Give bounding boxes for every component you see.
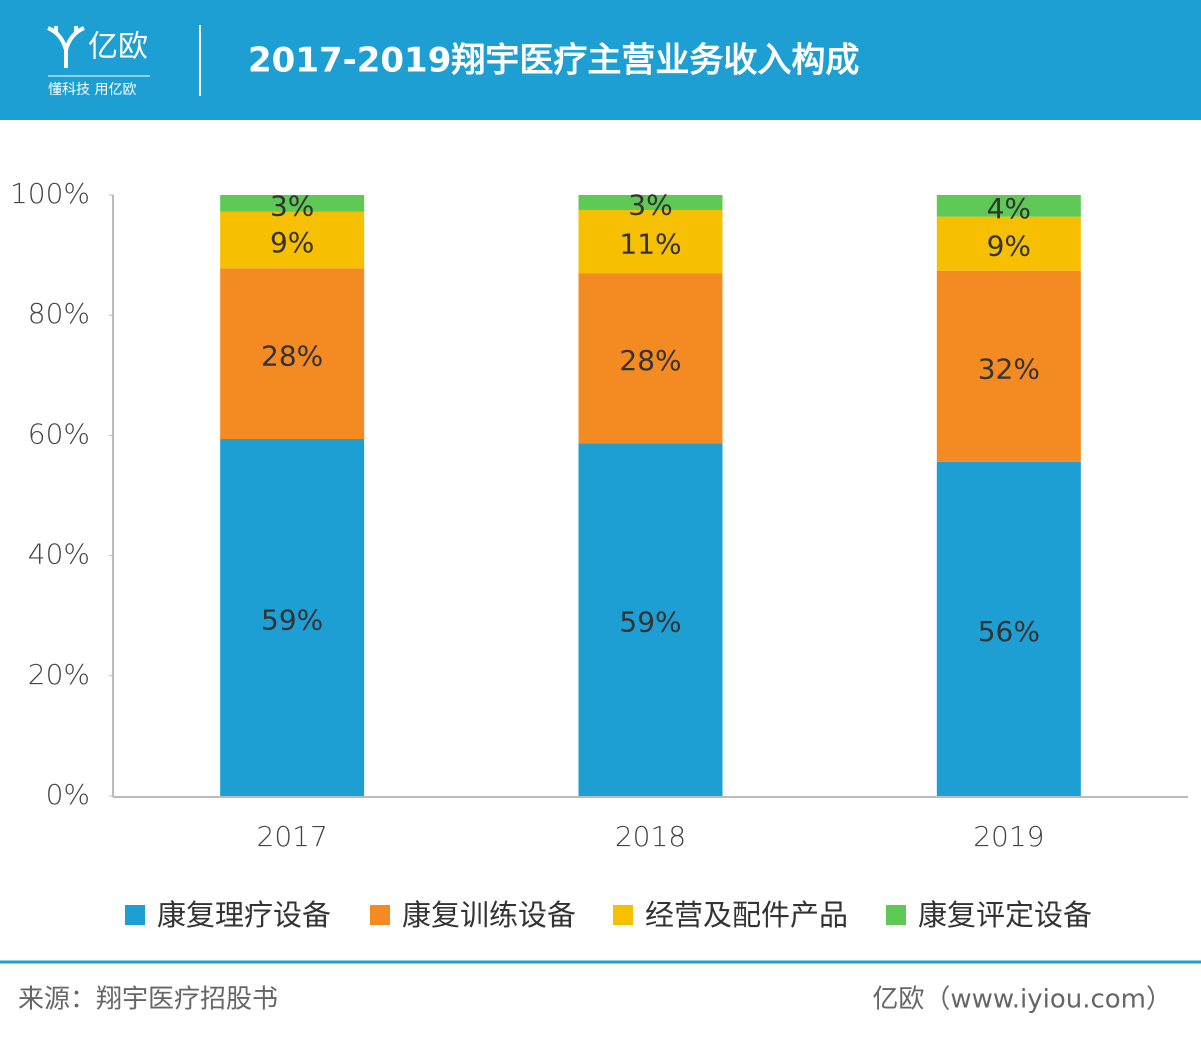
y-tick-label: 80%	[28, 297, 90, 330]
data-label: 28%	[261, 340, 323, 373]
data-label: 32%	[978, 352, 1040, 385]
data-label: 56%	[978, 615, 1040, 648]
y-tick-label: 20%	[28, 658, 90, 691]
bar-segment	[936, 216, 1081, 271]
logo-text: 亿欧	[88, 30, 148, 65]
legend-label: 康复训练设备	[402, 898, 576, 932]
x-tick-label: 2019	[973, 820, 1044, 853]
data-label: 9%	[270, 226, 314, 259]
data-label: 11%	[619, 228, 681, 261]
legend-swatch	[370, 905, 390, 925]
legend-swatch	[613, 905, 633, 925]
data-label: 3%	[270, 189, 314, 222]
x-tick-label: 2017	[257, 820, 328, 853]
bar-segment	[578, 273, 723, 444]
bar-segment	[936, 195, 1081, 217]
logo-slogan: 懂科技 用亿欧	[48, 82, 136, 98]
y-tick-label: 0%	[46, 778, 90, 811]
data-label: 9%	[987, 230, 1031, 263]
bar-segment	[578, 210, 723, 274]
data-label: 4%	[987, 192, 1031, 225]
bar-segment	[220, 439, 365, 796]
bar-segment	[578, 195, 723, 211]
chart-title: 2017-2019翔宇医疗主营业务收入构成	[248, 41, 859, 81]
data-label: 59%	[619, 606, 681, 639]
legend-label: 康复理疗设备	[157, 898, 331, 932]
bar-segment	[936, 270, 1081, 462]
y-tick-label: 40%	[28, 538, 90, 571]
data-label: 28%	[619, 344, 681, 377]
legend-swatch	[886, 905, 906, 925]
source: 来源：翔宇医疗招股书	[18, 985, 278, 1015]
bar-segment	[220, 195, 365, 212]
y-tick-label: 60%	[28, 417, 90, 450]
legend-label: 经营及配件产品	[645, 898, 848, 932]
bar-segment	[936, 461, 1081, 796]
y-tick-label: 100%	[10, 177, 90, 210]
legend-label: 康复评定设备	[918, 898, 1092, 932]
x-tick-label: 2018	[615, 820, 686, 853]
data-label: 3%	[628, 189, 672, 222]
legend-swatch	[125, 905, 145, 925]
bar-segment	[578, 443, 723, 796]
data-label: 59%	[261, 604, 323, 637]
bar-segment	[220, 268, 365, 440]
bar-segment	[220, 211, 365, 269]
logo-icon	[47, 26, 85, 68]
site: 亿欧（www.iyiou.com）	[872, 985, 1172, 1015]
